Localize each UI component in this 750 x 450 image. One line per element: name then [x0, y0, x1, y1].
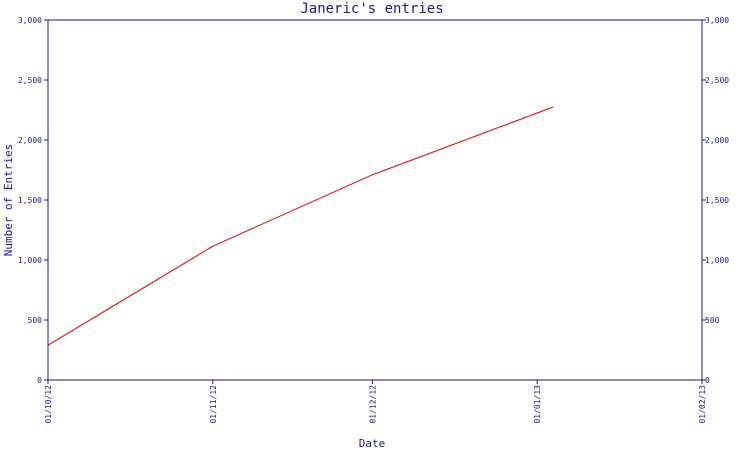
- y-tick-label-left: 1,500: [18, 196, 42, 205]
- y-tick-label-right: 2,500: [705, 76, 729, 85]
- x-tick-label: 01/12/12: [368, 385, 377, 424]
- y-tick-label-left: 3,000: [18, 16, 42, 25]
- y-tick-label-left: 1,000: [18, 256, 42, 265]
- y-tick-label-right: 500: [705, 316, 720, 325]
- y-tick-label-right: 0: [705, 376, 710, 385]
- chart-title: Janeric's entries: [300, 1, 443, 17]
- x-tick-label: 01/10/12: [44, 385, 53, 424]
- plot-area-frame: [47, 19, 703, 381]
- x-tick-label: 01/01/13: [533, 385, 542, 424]
- x-tick-label: 01/11/12: [209, 385, 218, 424]
- y-tick-label-left: 500: [28, 316, 43, 325]
- x-axis: 01/10/12 01/11/12 01/12/12 01/01/13 01/02/13: [44, 380, 707, 424]
- series-line: [47, 106, 554, 346]
- y-tick-label-right: 1,000: [705, 256, 729, 265]
- y-tick-label-left: 0: [37, 376, 42, 385]
- x-axis-label: Date: [359, 437, 386, 450]
- y-axis-right: 0 500 1,000 1,500 2,000 2,500 3,000: [702, 16, 729, 385]
- y-tick-label-left: 2,000: [18, 136, 42, 145]
- y-tick-label-right: 2,000: [705, 136, 729, 145]
- series-group: [47, 106, 554, 346]
- y-axis-left: 0 500 1,000 1,500 2,000 2,500 3,000: [18, 16, 48, 385]
- y-tick-label-right: 3,000: [705, 16, 729, 25]
- y-tick-label-right: 1,500: [705, 196, 729, 205]
- y-axis-label: Number of Entries: [2, 144, 15, 257]
- y-tick-label-left: 2,500: [18, 76, 42, 85]
- x-tick-label: 01/02/13: [698, 385, 707, 424]
